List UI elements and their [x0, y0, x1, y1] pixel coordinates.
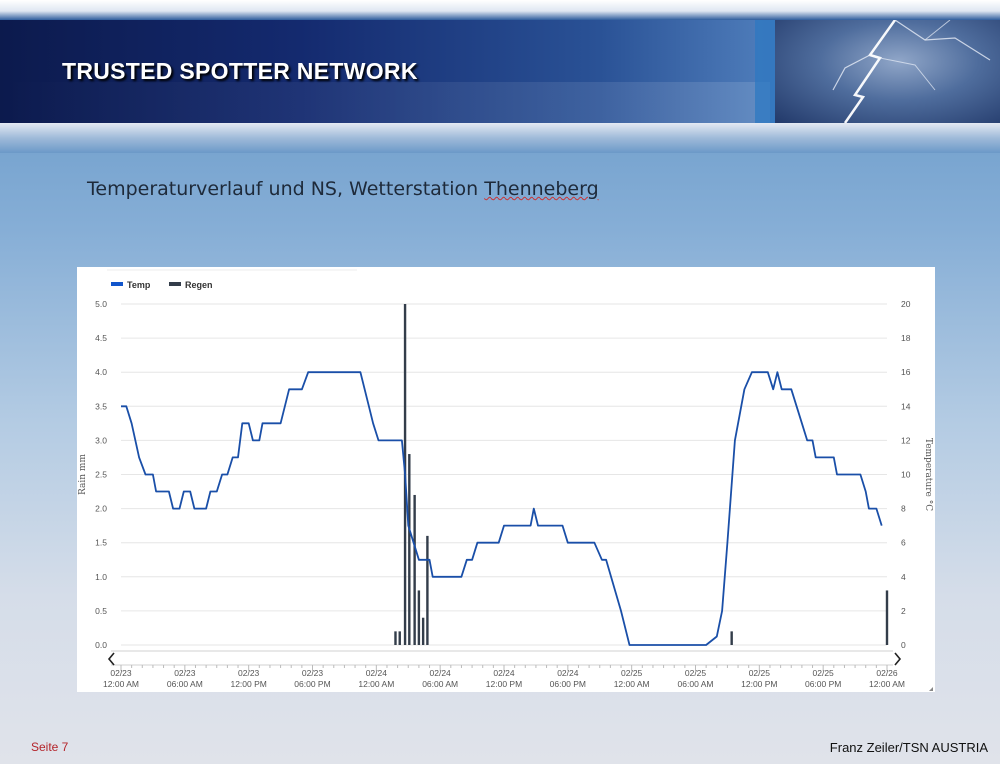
- x-tick-date: 02/26: [876, 668, 898, 678]
- rain-bar: [730, 631, 733, 645]
- chevron-right-icon: [894, 652, 902, 666]
- y-right-tick-label: 20: [901, 299, 911, 309]
- rain-bar: [394, 631, 397, 645]
- y-right-tick-label: 8: [901, 504, 906, 514]
- header-underbar: [0, 123, 1000, 153]
- y-left-tick-label: 3.0: [95, 435, 107, 445]
- y-left-tick-label: 5.0: [95, 299, 107, 309]
- y-left-tick-label: 3.5: [95, 401, 107, 411]
- y-left-tick-label: 0.0: [95, 640, 107, 650]
- y-right-axis-title: Temperature °C: [923, 438, 933, 511]
- rain-bar: [408, 454, 411, 645]
- y-left-tick-label: 2.5: [95, 470, 107, 480]
- x-tick-date: 02/23: [110, 668, 132, 678]
- y-right-tick-label: 16: [901, 367, 911, 377]
- x-tick-time: 12:00 AM: [614, 679, 650, 689]
- rain-bar: [426, 535, 429, 645]
- page-title: TRUSTED SPOTTER NETWORK: [62, 58, 418, 84]
- x-tick-time: 06:00 AM: [422, 679, 458, 689]
- chevron-left-icon: [107, 652, 115, 666]
- lightning-icon: [832, 20, 991, 123]
- legend-swatch-regen: [169, 282, 181, 286]
- y-left-tick-label: 4.5: [95, 333, 107, 343]
- x-tick-time: 06:00 PM: [550, 679, 586, 689]
- y-left-tick-label: 0.5: [95, 606, 107, 616]
- legend-label-temp: Temp: [127, 280, 151, 290]
- resize-handle-icon: [929, 687, 933, 691]
- subtitle-text: Temperaturverlauf und NS, Wetterstation: [87, 178, 485, 200]
- x-tick-time: 12:00 AM: [358, 679, 394, 689]
- x-tick-time: 06:00 AM: [678, 679, 714, 689]
- x-tick-time: 06:00 AM: [167, 679, 203, 689]
- x-tick-date: 02/24: [493, 668, 515, 678]
- x-tick-date: 02/25: [685, 668, 707, 678]
- x-tick-date: 02/23: [238, 668, 260, 678]
- y-right-tick-label: 10: [901, 470, 911, 480]
- x-tick-date: 02/23: [302, 668, 324, 678]
- chart-legend: Temp Regen: [111, 280, 213, 290]
- y-left-axis-title: Rain mm: [78, 454, 88, 495]
- rain-bar: [885, 590, 889, 645]
- chart-panel: Temp Regen 0.0 0.5 1.0 1.5 2.0 2.5 3.0 3.5 4.0 4.5 5…: [77, 267, 935, 692]
- x-tick-time: 06:00 PM: [805, 679, 841, 689]
- rain-bar: [398, 631, 401, 645]
- y-right-tick-label: 6: [901, 538, 906, 548]
- page-number: Seite 7: [31, 740, 69, 754]
- legend-label-regen: Regen: [185, 280, 213, 290]
- slide-subtitle: Temperaturverlauf und NS, Wetterstation …: [87, 178, 599, 200]
- y-right-tick-label: 12: [901, 435, 911, 445]
- y-right-tick-label: 2: [901, 606, 906, 616]
- y-left-tick-label: 1.5: [95, 538, 107, 548]
- x-tick-time: 12:00 AM: [869, 679, 905, 689]
- rain-bar: [413, 494, 416, 645]
- rain-bar: [421, 617, 425, 645]
- y-right-tick-label: 18: [901, 333, 911, 343]
- rain-bar: [417, 590, 421, 645]
- y-left-tick-label: 4.0: [95, 367, 107, 377]
- y-left-tick-label: 1.0: [95, 572, 107, 582]
- x-tick-date: 02/25: [621, 668, 643, 678]
- temp-line: [121, 371, 883, 646]
- top-strip: [0, 0, 1000, 20]
- x-tick-time: 12:00 PM: [741, 679, 777, 689]
- x-tick-time: 12:00 PM: [230, 679, 266, 689]
- lightning-image: [775, 20, 1000, 123]
- author-credit: Franz Zeiler/TSN AUSTRIA: [829, 740, 988, 755]
- header-banner: TRUSTED SPOTTER NETWORK: [0, 20, 1000, 123]
- x-tick-date: 02/25: [749, 668, 771, 678]
- x-tick-date: 02/23: [174, 668, 196, 678]
- y-left-tick-label: 2.0: [95, 504, 107, 514]
- subtitle-station: Thenneberg: [484, 178, 599, 200]
- x-tick-date: 02/24: [557, 668, 579, 678]
- x-tick-date: 02/24: [430, 668, 452, 678]
- banner-separator: [755, 20, 775, 123]
- x-tick-date: 02/25: [813, 668, 835, 678]
- x-tick-time: 12:00 PM: [486, 679, 522, 689]
- y-right-tick-label: 4: [901, 572, 906, 582]
- legend-swatch-temp: [111, 282, 123, 286]
- y-right-tick-label: 14: [901, 401, 911, 411]
- x-tick-time: 12:00 AM: [103, 679, 139, 689]
- chart: Temp Regen 0.0 0.5 1.0 1.5 2.0 2.5 3.0 3.5 4.0 4.5 5…: [78, 269, 933, 691]
- x-tick-time: 06:00 PM: [294, 679, 330, 689]
- x-tick-date: 02/24: [366, 668, 388, 678]
- y-right-tick-label: 0: [901, 640, 906, 650]
- banner-band: [0, 82, 770, 123]
